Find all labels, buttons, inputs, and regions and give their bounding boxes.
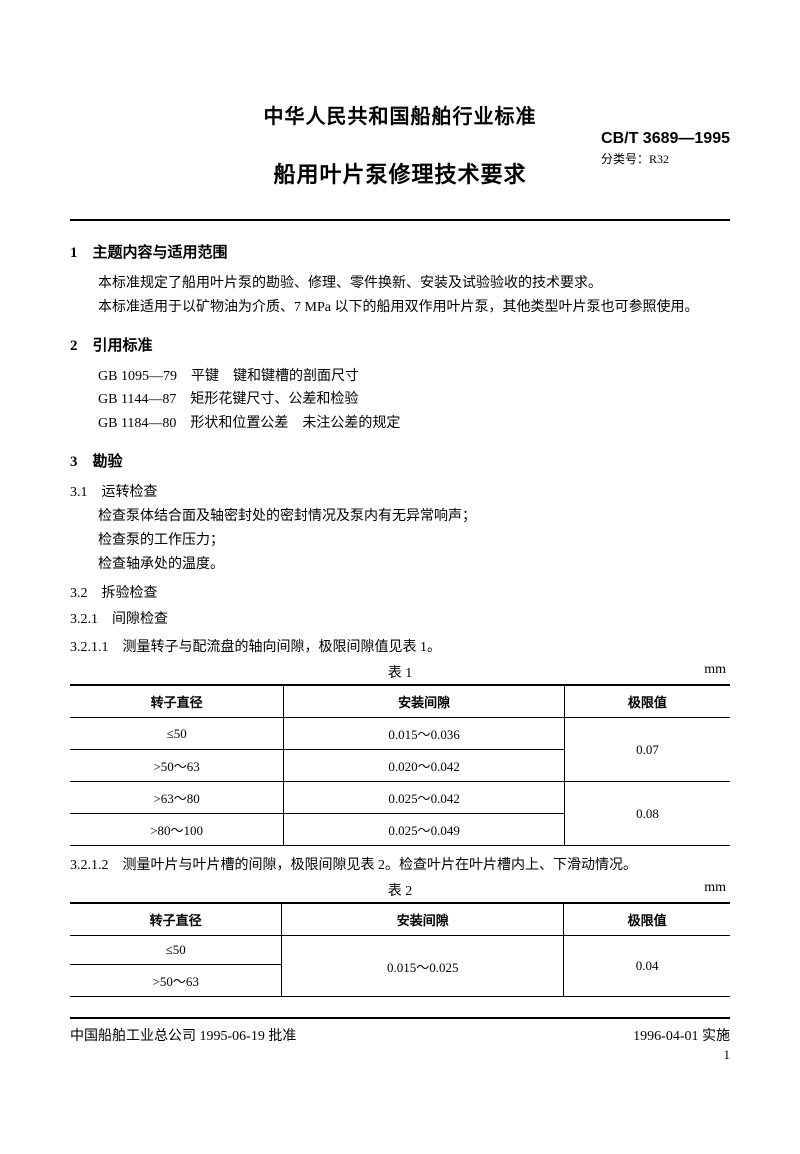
standard-code: CB/T 3689—1995 (601, 130, 730, 148)
table-cell: >63～80 (70, 782, 284, 814)
table-cell: 0.020～0.042 (284, 750, 565, 782)
table-2-wrapper: 表 2 mm 转子直径 安装间隙 极限值 ≤50 0.015～0.025 0.0… (70, 880, 730, 997)
header-rule (70, 219, 730, 221)
classification-code: 分类号：R32 (601, 150, 730, 167)
table-cell: ≤50 (70, 718, 284, 750)
table-cell: >50～63 (70, 750, 284, 782)
table-cell: 0.07 (564, 718, 730, 782)
standard-code-block: CB/T 3689—1995 分类号：R32 (601, 130, 730, 167)
table-1-caption: 表 1 mm (70, 662, 730, 682)
section-2-heading: 2 引用标准 (70, 334, 730, 355)
table-2-caption-text: 表 2 (388, 884, 413, 899)
table-cell: ≤50 (70, 936, 282, 965)
organization-title: 中华人民共和国船舶行业标准 (70, 100, 730, 129)
section-3-1-line-3: 检查轴承处的温度。 (98, 553, 730, 577)
implementation-text: 1996-04-01 实施 (633, 1025, 730, 1045)
table-cell: >50～63 (70, 965, 282, 997)
section-3-1-line-2: 检查泵的工作压力； (98, 529, 730, 553)
reference-1: GB 1095—79 平键 键和键槽的剖面尺寸 (98, 365, 730, 389)
table-row: 转子直径 安装间隙 极限值 (70, 685, 730, 718)
table-cell: 0.015～0.036 (284, 718, 565, 750)
section-3-2-1-heading: 3.2.1 间隙检查 (70, 608, 730, 628)
footer-rule (70, 1017, 730, 1019)
section-3-heading: 3 勘验 (70, 450, 730, 471)
section-3-2-heading: 3.2 拆验检查 (70, 582, 730, 602)
section-3-1-heading: 3.1 运转检查 (70, 481, 730, 501)
table-row: >63～80 0.025～0.042 0.08 (70, 782, 730, 814)
document-header: 中华人民共和国船舶行业标准 船用叶片泵修理技术要求 CB/T 3689—1995… (70, 100, 730, 189)
para-3-2-1-2: 3.2.1.2 测量叶片与叶片槽的间隙，极限间隙见表 2。检查叶片在叶片槽内上、… (70, 854, 730, 874)
table-1-header-2: 安装间隙 (284, 685, 565, 718)
table-row: 转子直径 安装间隙 极限值 (70, 903, 730, 936)
table-2-caption: 表 2 mm (70, 880, 730, 900)
section-1-para-2: 本标准适用于以矿物油为介质、7 MPa 以下的船用双作用叶片泵，其他类型叶片泵也… (70, 296, 730, 320)
table-1: 转子直径 安装间隙 极限值 ≤50 0.015～0.036 0.07 >50～6… (70, 684, 730, 846)
table-cell: >80～100 (70, 814, 284, 846)
table-row: ≤50 0.015～0.036 0.07 (70, 718, 730, 750)
table-cell: 0.025～0.049 (284, 814, 565, 846)
section-1-para-1: 本标准规定了船用叶片泵的勘验、修理、零件换新、安装及试验验收的技术要求。 (70, 272, 730, 296)
table-row: ≤50 0.015～0.025 0.04 (70, 936, 730, 965)
para-3-2-1-1: 3.2.1.1 测量转子与配流盘的轴向间隙，极限间隙值见表 1。 (70, 636, 730, 656)
table-2-header-2: 安装间隙 (282, 903, 564, 936)
table-1-wrapper: 表 1 mm 转子直径 安装间隙 极限值 ≤50 0.015～0.036 0.0… (70, 662, 730, 846)
footer-row: 中国船舶工业总公司 1995-06-19 批准 1996-04-01 实施 (70, 1025, 730, 1045)
table-1-header-3: 极限值 (564, 685, 730, 718)
reference-3: GB 1184—80 形状和位置公差 未注公差的规定 (98, 412, 730, 436)
reference-2: GB 1144—87 矩形花键尺寸、公差和检验 (98, 388, 730, 412)
table-cell: 0.08 (564, 782, 730, 846)
table-2: 转子直径 安装间隙 极限值 ≤50 0.015～0.025 0.04 >50～6… (70, 902, 730, 997)
section-1-heading: 1 主题内容与适用范围 (70, 241, 730, 262)
table-2-header-3: 极限值 (564, 903, 730, 936)
section-3-1-line-1: 检查泵体结合面及轴密封处的密封情况及泵内有无异常响声； (98, 505, 730, 529)
table-1-caption-text: 表 1 (388, 666, 413, 681)
approval-text: 中国船舶工业总公司 1995-06-19 批准 (70, 1025, 296, 1045)
table-cell: 0.015～0.025 (282, 936, 564, 997)
table-2-header-1: 转子直径 (70, 903, 282, 936)
table-1-header-1: 转子直径 (70, 685, 284, 718)
table-cell: 0.025～0.042 (284, 782, 565, 814)
table-cell: 0.04 (564, 936, 730, 997)
page-number: 1 (70, 1047, 730, 1063)
table-2-unit: mm (704, 880, 726, 896)
table-1-unit: mm (704, 662, 726, 678)
